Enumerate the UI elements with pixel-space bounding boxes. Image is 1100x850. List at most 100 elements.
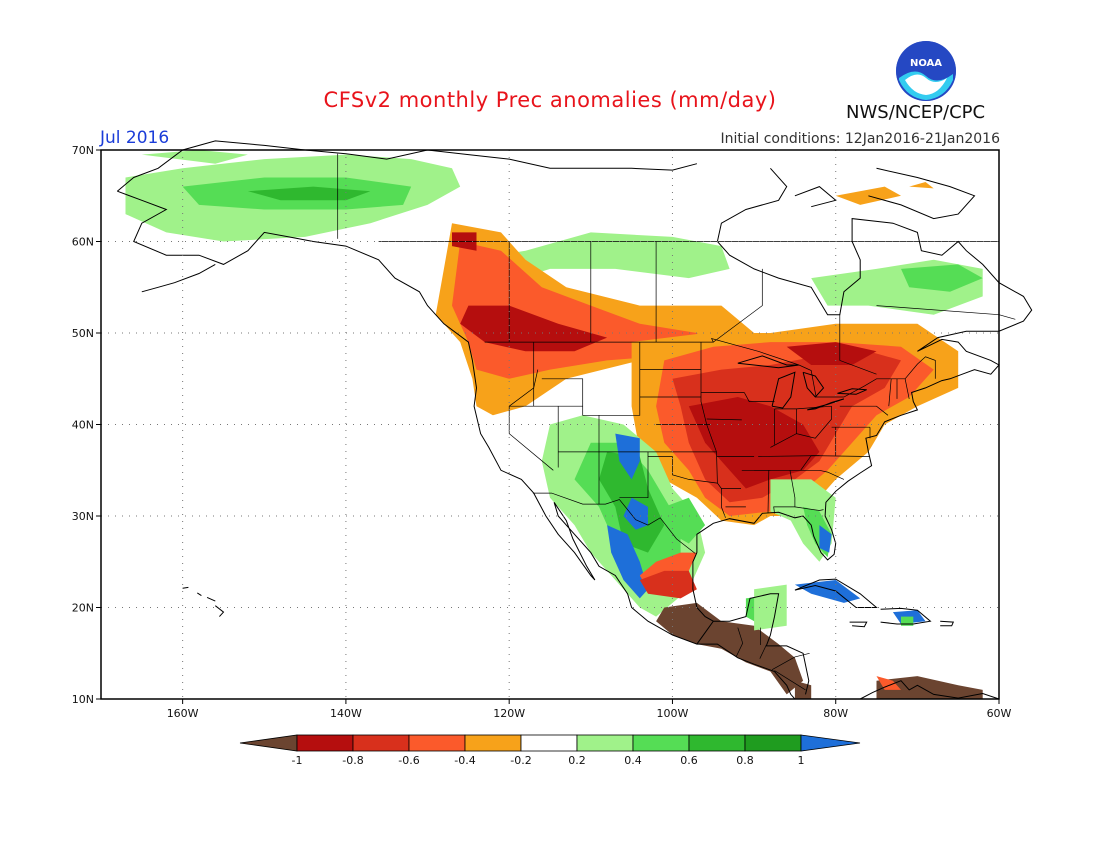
anomaly-region-lightgreen	[141, 150, 248, 164]
map-title: CFSv2 monthly Prec anomalies (mm/day)	[323, 88, 777, 112]
anomaly-region-green	[901, 264, 983, 292]
political-border	[767, 470, 770, 514]
lon-label: 120W	[493, 707, 525, 720]
coastline	[116, 140, 698, 192]
political-border	[743, 392, 775, 402]
political-border	[541, 378, 584, 407]
anomaly-region-red	[639, 570, 697, 599]
anomaly-region-blue	[623, 497, 648, 530]
anomaly-region-brown	[794, 680, 812, 699]
anomaly-region-lightgreen	[754, 584, 787, 631]
anomaly-region-darkred	[688, 397, 820, 489]
lat-label: 40N	[72, 419, 94, 432]
coastline	[880, 607, 932, 625]
lon-label: 80W	[823, 707, 848, 720]
colorbar-tick-label: -0.8	[342, 754, 363, 767]
colorbar-segment	[296, 734, 354, 752]
colorbar-segment	[520, 734, 578, 752]
political-border	[619, 451, 649, 499]
coastline	[849, 621, 868, 628]
political-border	[713, 268, 763, 343]
anomaly-region-brown	[876, 676, 983, 699]
anomaly-region-darkred	[460, 305, 608, 352]
lat-label: 50N	[72, 327, 94, 340]
noaa-logo-text: NOAA	[910, 58, 942, 69]
political-border	[706, 418, 742, 421]
forecast-month: Jul 2016	[100, 128, 170, 148]
colorbar-tick-label: -0.2	[510, 754, 531, 767]
colorbar-segment	[576, 734, 634, 752]
coastline	[794, 578, 878, 608]
graticule	[101, 150, 999, 699]
lat-label: 10N	[72, 693, 94, 706]
lat-label: 30N	[72, 510, 94, 523]
colorbar-tick-label: 0.6	[680, 754, 698, 767]
political-border	[700, 342, 726, 518]
coastline	[802, 371, 825, 398]
anomaly-region-orange	[835, 186, 901, 205]
anomaly-region-darkred	[705, 415, 755, 462]
anomaly-shading	[125, 150, 983, 699]
coastline	[182, 586, 189, 589]
colorbar-tick-label: -0.4	[454, 754, 475, 767]
anomaly-region-brown	[656, 602, 804, 695]
colorbar-segment	[408, 734, 466, 752]
colorbar-upper-arrow	[800, 734, 861, 752]
anomaly-region-darkred	[786, 342, 877, 365]
lat-label: 70N	[72, 144, 94, 157]
colorbar-tick-label: 0.4	[624, 754, 642, 767]
political-border	[888, 378, 892, 407]
coastline	[771, 371, 796, 409]
colorbar-segment	[688, 734, 746, 752]
lat-label: 60N	[72, 236, 94, 249]
political-border	[794, 506, 824, 511]
coastline	[859, 680, 1000, 700]
anomaly-region-green	[664, 497, 706, 544]
coastline	[692, 552, 714, 622]
anomaly-region-blue	[794, 580, 861, 603]
colorbar-tick-label: -0.6	[398, 754, 419, 767]
coastline	[940, 620, 955, 627]
anomaly-region-blue	[607, 525, 648, 599]
political-border	[758, 455, 820, 457]
political-border	[532, 492, 696, 554]
coastline	[794, 186, 837, 208]
political-border	[509, 342, 641, 416]
lon-label: 100W	[657, 707, 689, 720]
political-border	[508, 369, 554, 471]
colorbar-segment	[464, 734, 522, 752]
colorbar-tick-label: 1	[798, 754, 805, 767]
colorbar-segment	[352, 734, 410, 752]
political-border	[754, 469, 845, 480]
colorbar-segment	[632, 734, 690, 752]
political-border	[771, 652, 810, 671]
anomaly-region-blue	[819, 525, 832, 553]
lon-label: 140W	[330, 707, 362, 720]
political-border	[735, 627, 744, 658]
lon-label: 60W	[987, 707, 1012, 720]
axis-labels: 70N 60N 50N 40N 30N 20N 10N 160W 140W 120W 100W 80W…	[72, 144, 1012, 720]
anomaly-region-orange	[909, 182, 934, 189]
political-border	[839, 314, 877, 375]
political-border	[759, 644, 767, 659]
anomaly-region-midgreen	[247, 186, 371, 201]
initial-conditions: Initial conditions: 12Jan2016-21Jan2016	[720, 131, 1000, 147]
colorbar-tick-label: 0.8	[736, 754, 754, 767]
colorbar-segment	[744, 734, 802, 752]
coastline	[197, 592, 202, 597]
lon-label: 160W	[167, 707, 199, 720]
anomaly-region-blue	[615, 433, 640, 480]
noaa-logo: NOAA	[896, 41, 956, 101]
colorbar-lower-arrow	[239, 734, 298, 752]
colorbar: -1 -0.8 -0.6 -0.4 -0.2 0.2 0.4 0.6 0.8 1	[239, 734, 861, 767]
coastline	[696, 593, 810, 695]
political-border	[770, 406, 832, 448]
coastline	[206, 596, 216, 602]
coastline	[214, 605, 225, 617]
political-border	[904, 378, 910, 399]
political-border	[774, 670, 806, 691]
coastline	[807, 398, 845, 411]
coastline	[868, 167, 976, 220]
agency-label: NWS/NCEP/CPC	[846, 102, 986, 123]
